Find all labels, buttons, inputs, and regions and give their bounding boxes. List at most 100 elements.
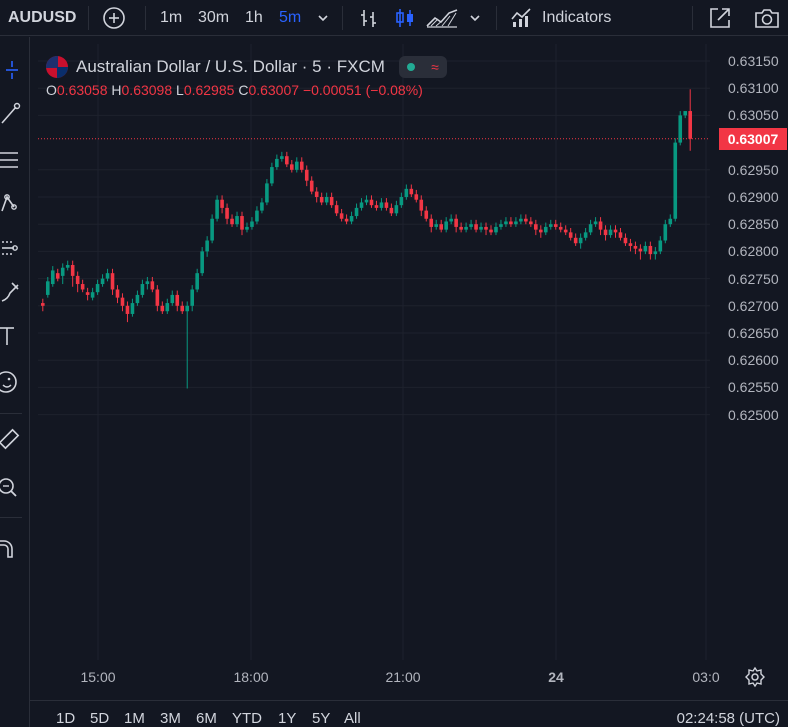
- range-3m-button[interactable]: 3M: [160, 710, 181, 727]
- candle-body: [205, 240, 209, 252]
- candlestick-chart[interactable]: [38, 44, 710, 660]
- australia-flag-icon: [46, 56, 68, 78]
- range-6m-button[interactable]: 6M: [196, 710, 217, 727]
- chevron-down-icon: [318, 15, 328, 22]
- candle-body: [404, 188, 409, 197]
- fib-retracement-icon[interactable]: [0, 145, 24, 175]
- candles-style-button[interactable]: [394, 0, 416, 36]
- candle-body: [668, 218, 673, 225]
- chart-settings-button[interactable]: [744, 666, 766, 688]
- candle: [304, 165, 309, 187]
- candle: [509, 217, 513, 227]
- candle-body: [524, 218, 528, 222]
- timeframe-30m[interactable]: 30m: [198, 0, 229, 36]
- zoom-in-icon[interactable]: [0, 473, 24, 503]
- candle-body: [125, 305, 130, 314]
- candle-body: [275, 158, 279, 168]
- toolbar-divider: [145, 6, 146, 30]
- timeframe-5m[interactable]: 5m: [279, 0, 301, 36]
- chart-legend: Australian Dollar / U.S. Dollar · 5 · FX…: [46, 53, 447, 81]
- candle-body: [434, 224, 439, 227]
- utc-clock[interactable]: 02:24:58 (UTC): [676, 710, 780, 727]
- chart-type-dropdown-button[interactable]: [468, 0, 482, 36]
- candle: [334, 200, 339, 217]
- candle: [623, 233, 628, 246]
- crosshair-icon[interactable]: [0, 55, 24, 85]
- candle-body: [618, 232, 623, 238]
- candle: [45, 276, 50, 298]
- chart-pane[interactable]: [38, 44, 710, 660]
- emoji-icon[interactable]: [0, 367, 24, 397]
- price-tick-label: 0.62900: [728, 189, 779, 205]
- candle: [240, 211, 244, 236]
- candle-body: [299, 161, 304, 170]
- candle-body: [509, 221, 513, 225]
- candle: [573, 233, 578, 246]
- text-tool-icon[interactable]: [0, 321, 24, 351]
- candle-body: [65, 265, 70, 268]
- candle: [95, 279, 100, 295]
- candle-body: [175, 294, 180, 306]
- bar-style-button[interactable]: [358, 0, 380, 36]
- add-symbol-button[interactable]: [102, 0, 126, 36]
- symbol-search[interactable]: AUDUSD: [8, 0, 76, 36]
- time-axis[interactable]: 15:00 18:00 21:00 24 03:0: [38, 660, 719, 694]
- indicators-button[interactable]: Indicators: [510, 0, 611, 36]
- candle-body: [563, 229, 568, 233]
- candle: [130, 298, 135, 317]
- toolbar-divider: [342, 6, 343, 30]
- candle: [618, 228, 623, 241]
- candle-body: [653, 251, 658, 255]
- brush-icon[interactable]: [0, 277, 24, 307]
- candle: [439, 219, 443, 233]
- candle-body: [673, 142, 678, 219]
- candle-body: [409, 188, 414, 195]
- timeframe-dropdown-button[interactable]: [316, 0, 330, 36]
- ohlc-values: O0.63058 H0.63098 L0.62985 C0.63007 −0.0…: [46, 82, 423, 98]
- candle: [110, 268, 115, 295]
- change-value: −0.00051 (−0.08%): [302, 82, 423, 98]
- candle-body: [379, 202, 384, 208]
- candle: [529, 217, 533, 227]
- candle: [658, 236, 663, 255]
- time-tick-label: 18:00: [233, 669, 269, 685]
- trend-line-icon[interactable]: [0, 99, 24, 129]
- open-new-window-button[interactable]: [708, 0, 732, 36]
- candle: [628, 238, 633, 252]
- range-ytd-button[interactable]: YTD: [232, 710, 262, 727]
- forecast-icon[interactable]: [0, 233, 24, 263]
- candle: [688, 89, 692, 151]
- ruler-icon[interactable]: [0, 427, 24, 457]
- range-all-button[interactable]: All: [344, 710, 361, 727]
- candle-body: [529, 221, 533, 225]
- candle: [683, 111, 688, 119]
- candle: [65, 260, 70, 271]
- candle-body: [369, 199, 374, 206]
- range-5d-button[interactable]: 5D: [90, 710, 110, 727]
- candle: [105, 268, 110, 282]
- timeframe-1m[interactable]: 1m: [160, 0, 182, 36]
- snapshot-button[interactable]: [754, 0, 780, 36]
- range-1y-button[interactable]: 1Y: [278, 710, 297, 727]
- price-tick-label: 0.62750: [728, 270, 779, 287]
- candle-body: [90, 292, 95, 298]
- range-5y-button[interactable]: 5Y: [312, 710, 331, 727]
- candle: [613, 225, 618, 238]
- candle-body: [215, 199, 219, 219]
- price-axis[interactable]: 0.63150 0.63100 0.63050 0.62950 0.62900 0.628…: [710, 44, 788, 660]
- candle: [424, 206, 429, 222]
- candle-body: [180, 305, 185, 312]
- range-1d-button[interactable]: 1D: [56, 710, 76, 727]
- timeframe-1h[interactable]: 1h: [245, 0, 263, 36]
- magnet-icon[interactable]: [0, 533, 24, 563]
- candle-body: [145, 281, 150, 285]
- candle-body: [419, 199, 424, 211]
- market-status-pill[interactable]: ≈: [398, 56, 447, 78]
- range-1m-button[interactable]: 1M: [124, 710, 145, 727]
- patterns-icon[interactable]: [0, 189, 24, 219]
- area-style-button[interactable]: [426, 0, 458, 36]
- price-tick-label: 0.62700: [728, 297, 779, 314]
- candle-body: [658, 240, 663, 252]
- candle-body: [314, 191, 319, 197]
- candle: [344, 214, 349, 225]
